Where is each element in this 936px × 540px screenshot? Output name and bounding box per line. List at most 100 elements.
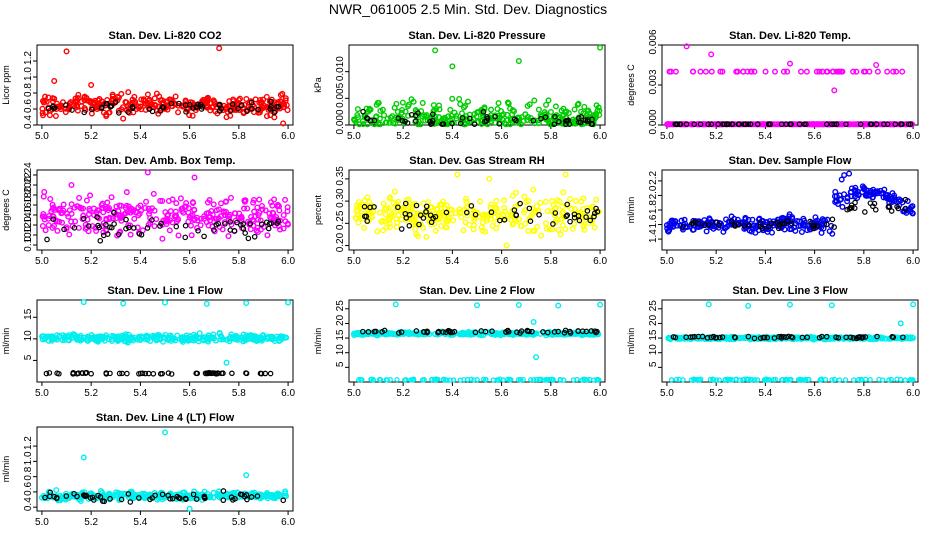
p3-black-point — [729, 121, 736, 128]
p4-ytick-label: 0.18 — [23, 192, 34, 212]
p7-point — [109, 332, 116, 339]
p6-black-point — [895, 205, 902, 212]
p6-black-point — [716, 222, 722, 228]
p5-point — [533, 203, 540, 210]
p5-black-point — [583, 214, 589, 220]
p4-point — [188, 232, 195, 239]
p10-ylabel: ml/min — [1, 456, 11, 483]
p6-black-point — [902, 196, 909, 203]
p6-point — [867, 187, 874, 194]
p4-point — [72, 218, 79, 225]
p5-point — [353, 202, 360, 209]
p5-point — [388, 211, 395, 218]
p5-black-point — [511, 207, 518, 213]
p6-black-point — [774, 219, 781, 226]
p7-point — [84, 336, 91, 343]
p4-point — [56, 205, 63, 212]
p4-black-point — [97, 237, 104, 244]
p6-point — [664, 225, 671, 232]
p4-point — [76, 194, 83, 201]
p5-point — [546, 226, 553, 233]
p3-black-point — [857, 121, 864, 128]
p9-baseline-point — [779, 377, 785, 383]
p6-point — [742, 214, 749, 221]
p1-point — [51, 95, 58, 102]
p10-black-point — [149, 495, 156, 501]
p10-black-point — [118, 496, 125, 503]
p5-point — [495, 209, 502, 216]
p9-outlier-point — [897, 320, 904, 327]
p7-black-point — [137, 370, 144, 377]
p3-black-point — [691, 121, 697, 128]
p5-point — [458, 214, 465, 221]
p3-black-point — [705, 121, 711, 128]
p4-point — [85, 228, 92, 235]
p5-black-point — [536, 211, 542, 218]
p8-baseline-point — [483, 377, 489, 383]
p1-ytick-label: 0.4 — [23, 115, 34, 129]
p8-baseline-point — [495, 377, 502, 383]
p10-black-point — [230, 497, 236, 503]
p5-point — [555, 226, 562, 233]
p5-point — [483, 215, 490, 222]
p3-point — [780, 121, 787, 128]
p3-black-point — [787, 121, 793, 128]
p8-black-point — [472, 329, 479, 336]
p8-title: Stan. Dev. Line 2 Flow — [419, 285, 535, 297]
p6-point — [833, 197, 840, 204]
p5-point — [403, 197, 410, 204]
p5-point — [438, 223, 445, 230]
p10-ytick-label: 0.8 — [23, 466, 34, 480]
p6-ytick-label: 1.8 — [648, 200, 659, 214]
p5-black-point — [468, 203, 475, 209]
p8-ylabel: ml/min — [313, 328, 323, 355]
p7-black-point — [124, 370, 130, 377]
p4-point — [66, 231, 73, 238]
p4-point — [222, 212, 229, 219]
p3-xtick-label: 5.2 — [709, 131, 723, 142]
p8-baseline-point — [457, 377, 463, 383]
p6-point — [741, 225, 748, 232]
p9-outlier-point — [745, 302, 752, 309]
p6-point — [768, 229, 775, 236]
p2-black-point — [551, 121, 558, 128]
p4-point — [191, 206, 198, 213]
p5-point — [578, 218, 585, 225]
p6-black-point — [888, 208, 895, 214]
p4-black-point — [182, 222, 189, 229]
p3-black-point — [905, 121, 912, 128]
p5-xtick-label: 5.2 — [396, 256, 410, 267]
p7-xtick-label: 5.2 — [84, 388, 98, 399]
p5-point — [525, 228, 532, 235]
p9-baseline-point — [693, 376, 700, 383]
p6-black-point — [680, 223, 686, 230]
p4-title: Stan. Dev. Amb. Box Temp. — [95, 155, 236, 167]
p4-black-point — [158, 220, 164, 227]
p2-point — [535, 120, 542, 127]
p5-point — [355, 212, 362, 219]
p1-point — [157, 97, 164, 104]
p4-point — [255, 216, 262, 223]
p10-point — [76, 493, 83, 500]
p9-baseline-point — [724, 376, 731, 382]
p7-point — [168, 337, 175, 344]
p7-black-point — [262, 370, 269, 377]
p5-point — [366, 199, 373, 206]
p9-black-point — [687, 334, 694, 340]
p4-black-point — [215, 220, 222, 227]
p4-point — [174, 216, 181, 223]
p1-black-point — [268, 98, 274, 105]
p4-point — [102, 205, 109, 212]
p5-outlier-point — [486, 175, 493, 182]
p4-point — [206, 197, 213, 204]
p8-black-point — [489, 328, 495, 334]
p3-point — [824, 68, 831, 75]
p4-point — [225, 233, 232, 240]
p4-point — [137, 202, 144, 209]
p6-point — [839, 203, 846, 210]
p2-xtick-label: 5.2 — [396, 131, 410, 142]
p10-black-point — [183, 496, 189, 502]
p2-outlier-point — [432, 47, 439, 54]
p1-black-point — [81, 109, 88, 116]
p2-black-point — [482, 118, 488, 125]
